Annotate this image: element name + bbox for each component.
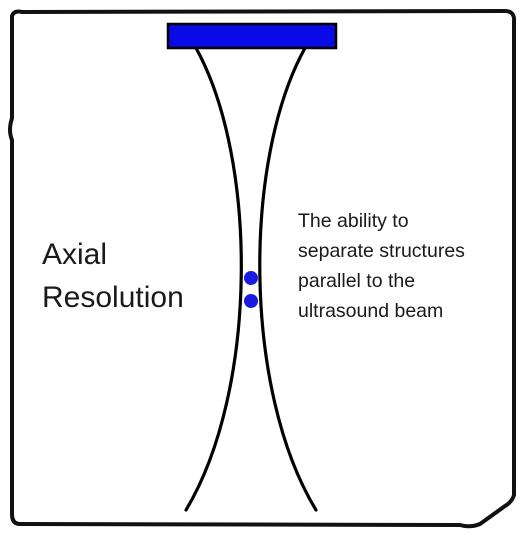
transducer bbox=[166, 22, 338, 50]
beam-right-edge bbox=[258, 46, 318, 512]
definition-line-3: parallel to the bbox=[298, 270, 416, 292]
definition-line-1: The ability to bbox=[298, 210, 409, 232]
reflector-top bbox=[244, 271, 258, 285]
title-line-2: Resolution bbox=[42, 281, 184, 314]
reflector-bottom bbox=[244, 294, 258, 308]
definition-line-2: separate structures bbox=[298, 240, 465, 262]
definition-text: The ability to separate structures paral… bbox=[298, 206, 513, 326]
definition-line-4: ultrasound beam bbox=[298, 300, 444, 322]
beam-left-edge bbox=[184, 46, 243, 512]
diagram-title: Axial Resolution bbox=[42, 233, 184, 319]
title-line-1: Axial bbox=[42, 238, 108, 271]
diagram-frame bbox=[8, 9, 517, 529]
